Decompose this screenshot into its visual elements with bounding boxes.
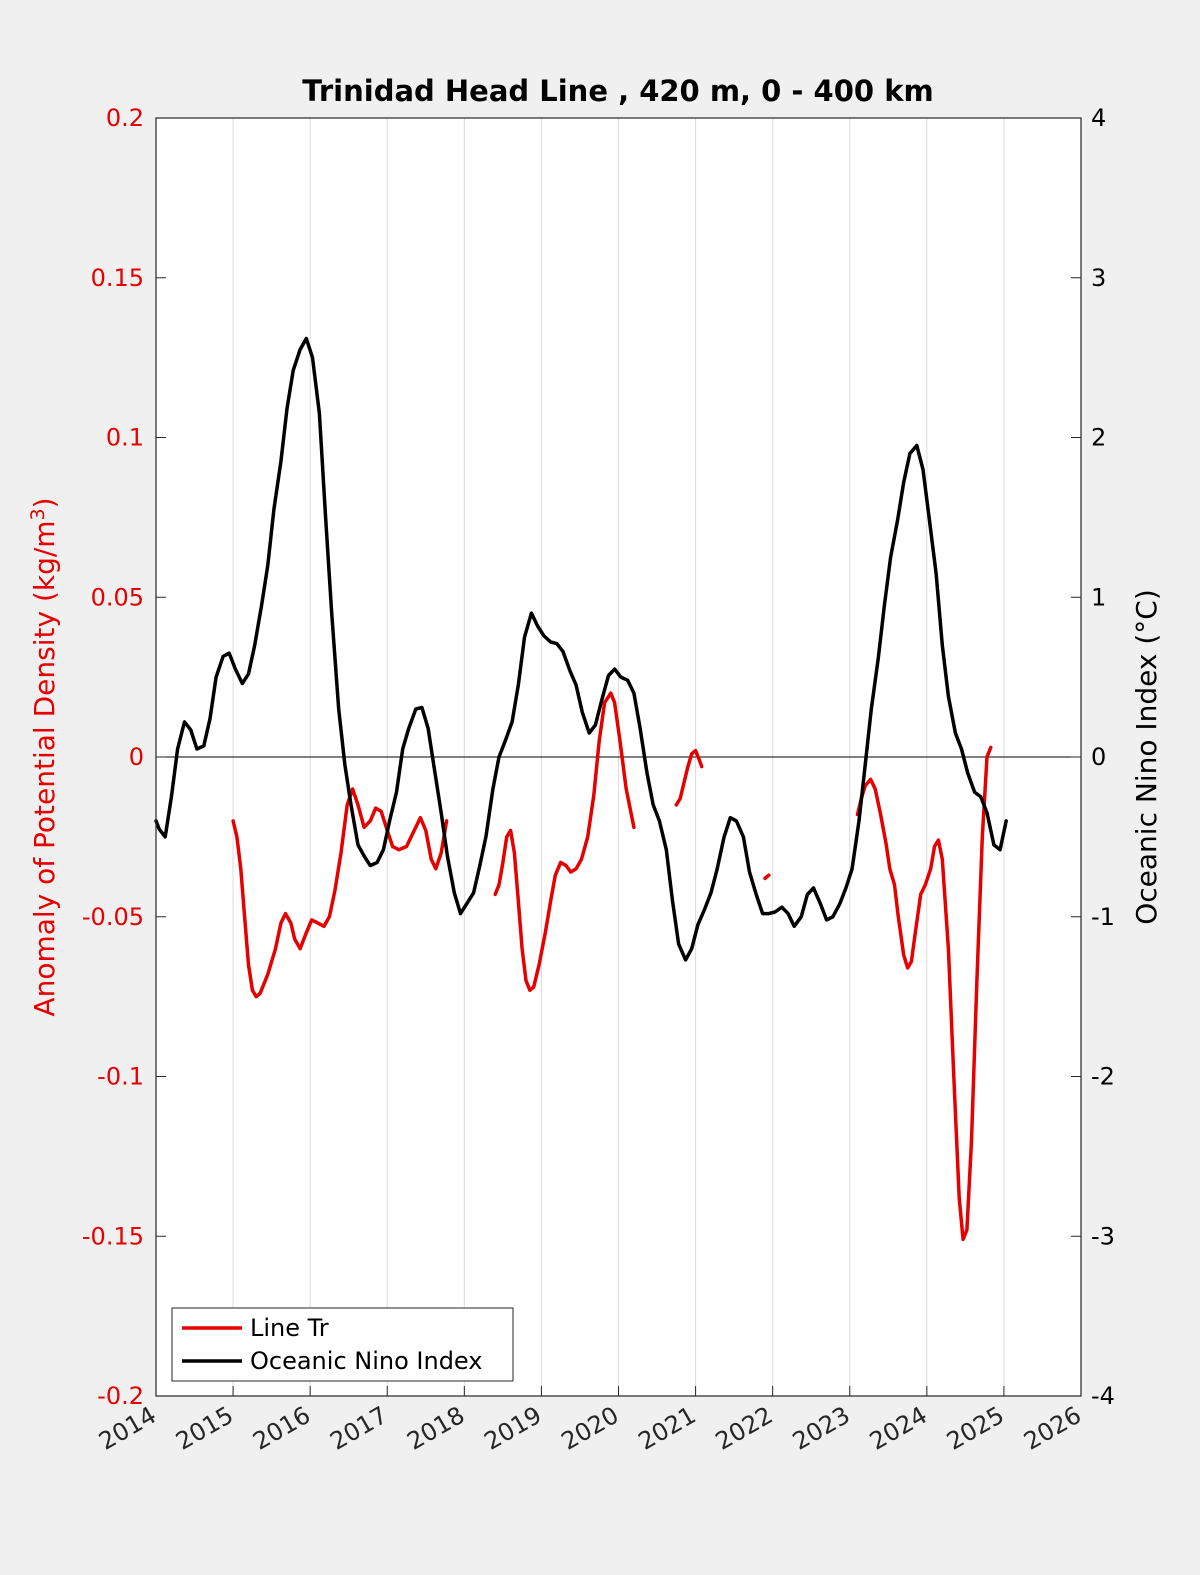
left-axis-title-sup: 3 <box>27 508 49 520</box>
right-y-tick-label: -4 <box>1091 1382 1115 1410</box>
density-series-line <box>493 691 636 992</box>
right-y-tick-label: 4 <box>1091 104 1106 132</box>
density-series-line <box>674 748 704 807</box>
left-y-tick-label: 0 <box>129 743 144 771</box>
left-y-tick-label: -0.15 <box>82 1222 144 1250</box>
left-y-tick-label: -0.2 <box>97 1382 144 1410</box>
series-layer <box>154 336 1008 1242</box>
left-y-tick-label: 0.15 <box>91 264 144 292</box>
right-y-tick-label: 0 <box>1091 743 1106 771</box>
ticks <box>155 117 1082 1397</box>
right-y-tick-label: -1 <box>1091 903 1115 931</box>
left-axis-title-close: ) <box>28 497 61 508</box>
right-axis-title: Oceanic Nino Index (°C) <box>1130 589 1163 925</box>
left-y-tick-label: -0.1 <box>97 1063 144 1091</box>
left-y-tick-label: 0.1 <box>106 424 144 452</box>
oni-series-line <box>154 336 1008 962</box>
right-y-tick-label: -2 <box>1091 1063 1115 1091</box>
chart-title: Trinidad Head Line , 420 m, 0 - 400 km <box>302 74 933 108</box>
left-y-tick-label: 0.05 <box>91 583 144 611</box>
left-axis-title-main: Anomaly of Potential Density (kg/m <box>28 520 61 1016</box>
left-axis-title: Anomaly of Potential Density (kg/m3) <box>27 497 61 1016</box>
right-y-tick-label: 3 <box>1091 264 1106 292</box>
legend-label-oni: Oceanic Nino Index <box>250 1347 482 1375</box>
right-y-tick-label: -3 <box>1091 1222 1115 1250</box>
legend: Line Tr Oceanic Nino Index <box>171 1307 514 1382</box>
right-y-tick-label: 1 <box>1091 583 1106 611</box>
legend-box <box>171 1307 514 1382</box>
legend-label-density: Line Tr <box>250 1314 329 1342</box>
density-series-line <box>763 873 771 881</box>
left-y-tick-label: -0.05 <box>82 903 144 931</box>
density-series-line <box>231 787 449 999</box>
left-y-tick-label: 0.2 <box>106 104 144 132</box>
density-series-line <box>855 745 993 1242</box>
right-y-tick-label: 2 <box>1091 424 1106 452</box>
